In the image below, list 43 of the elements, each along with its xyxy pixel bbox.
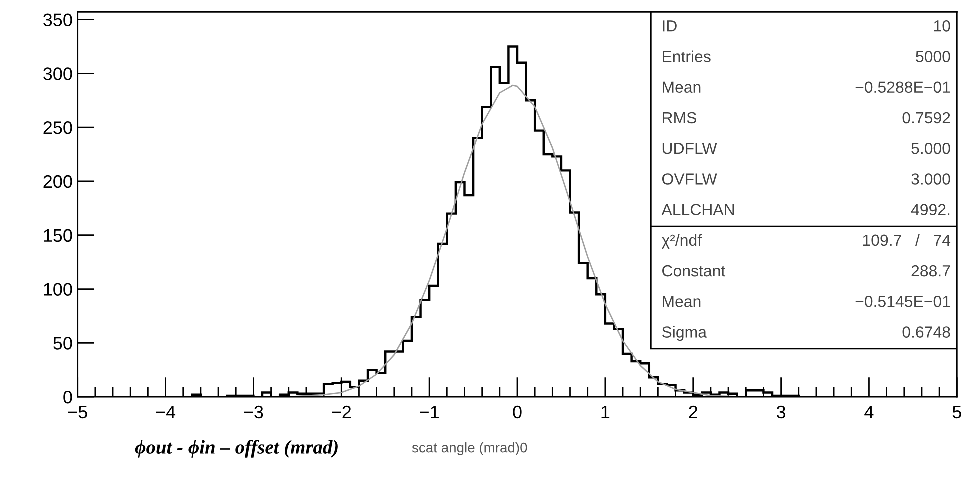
annotation: Sigma: [662, 326, 707, 342]
annotation: ID: [663, 20, 677, 32]
x-tick-label: 3: [776, 406, 786, 419]
y-tick-label: 350: [44, 14, 72, 26]
x-tick-label: −4: [156, 406, 176, 418]
annotation: 109.7 / 74: [863, 234, 951, 246]
annotation: ALLCHAN: [662, 204, 734, 216]
annotation: 4992.: [911, 204, 950, 216]
y-tick-label: 300: [44, 68, 72, 80]
x-tick-label: 1: [602, 406, 610, 418]
annotation: 10: [934, 20, 950, 32]
annotation: Entries: [663, 50, 711, 62]
x-tick-label: −3: [244, 406, 264, 419]
annotation: 5000: [916, 51, 950, 62]
annotation: Constant: [662, 265, 726, 277]
x-tick-label: −2: [332, 406, 352, 418]
annotation: −0.5288E−01: [856, 82, 950, 94]
y-tick-label: 50: [54, 337, 72, 350]
y-tick-label: 0: [64, 391, 72, 404]
x-tick-label: −5: [68, 406, 88, 419]
x-tick-label: −1: [420, 406, 439, 418]
annotation: UDFLW: [662, 143, 718, 154]
x-tick-label: 2: [689, 406, 698, 418]
annotation: 5.000: [912, 142, 950, 154]
annotation: −0.5145E−01: [856, 296, 950, 308]
annotation: 288.7: [912, 265, 950, 277]
y-tick-label: 150: [44, 229, 72, 242]
annotation: χ²/ndf: [662, 234, 702, 250]
annotation: RMS: [663, 112, 696, 124]
x-tick-label: 5: [952, 406, 961, 419]
y-tick-label: 250: [44, 122, 72, 134]
annotation: Mean: [663, 296, 701, 308]
x-axis-title: scat angle (mrad)0: [412, 442, 528, 456]
annotation: Mean: [663, 82, 701, 94]
annotation: 3.000: [912, 174, 950, 185]
x-tick-label: 4: [864, 406, 874, 418]
annotation: 0.6748: [902, 326, 950, 338]
annotation: 0.7592: [902, 112, 950, 124]
annotation: OVFLW: [662, 174, 718, 185]
x-tick-label: 0: [513, 406, 522, 419]
y-tick-label: 200: [44, 175, 72, 188]
text: ϕout - ϕin – offset (mrad): [135, 440, 338, 458]
y-tick-label: 100: [44, 283, 72, 296]
